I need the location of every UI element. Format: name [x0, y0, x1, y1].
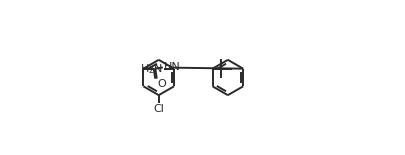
Text: HN: HN [164, 62, 181, 72]
Text: H$_2$N: H$_2$N [140, 62, 162, 76]
Text: Cl: Cl [153, 104, 164, 114]
Text: O: O [157, 79, 166, 89]
